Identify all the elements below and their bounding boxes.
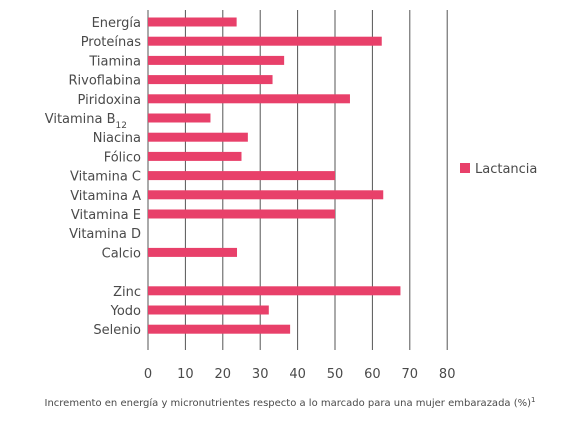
category-label: Tiamina	[88, 54, 141, 69]
category-label: Vitamina A	[70, 189, 141, 204]
bar	[148, 36, 382, 46]
x-tick-label: 60	[364, 367, 381, 382]
bar	[148, 324, 291, 334]
bars	[148, 17, 401, 334]
bar	[148, 55, 285, 65]
category-label: Selenio	[93, 323, 141, 338]
category-label: Vitamina C	[70, 170, 141, 185]
x-tick-labels: 0 10 20 30 40 50 60 70 80	[144, 367, 456, 382]
category-label: Piridoxina	[78, 93, 141, 108]
bar	[148, 94, 350, 104]
category-label: Vitamina E	[71, 208, 141, 223]
bar	[148, 171, 335, 181]
category-label: Calcio	[102, 246, 141, 261]
bar	[148, 113, 211, 123]
legend: Lactancia	[460, 162, 537, 177]
category-label: Yodo	[110, 304, 141, 319]
bar	[148, 151, 242, 161]
category-label: Energía	[92, 16, 141, 31]
x-axis-label: Incremento en energía y micronutrientes …	[45, 396, 536, 409]
x-tick-label: 30	[252, 367, 269, 382]
x-tick-label: 70	[402, 367, 419, 382]
category-label: Niacina	[93, 131, 141, 146]
x-tick-label: 50	[327, 367, 344, 382]
x-tick-label: 80	[439, 367, 456, 382]
category-subscript: 12	[116, 121, 127, 131]
category-label: Fólico	[104, 150, 141, 165]
category-label: Vitamina D	[69, 227, 141, 242]
x-tick-label: 0	[144, 367, 152, 382]
bar	[148, 17, 237, 27]
category-label: Zinc	[113, 285, 141, 300]
x-tick-label: 40	[289, 367, 306, 382]
x-tick-label: 10	[177, 367, 194, 382]
bar	[148, 286, 401, 296]
legend-swatch	[460, 163, 470, 173]
category-label: Proteínas	[81, 35, 142, 50]
category-label: Vitamina B12	[45, 112, 127, 131]
category-label: Rivoflabina	[68, 74, 141, 89]
bar	[148, 305, 269, 315]
bar	[148, 209, 335, 219]
bar	[148, 247, 238, 257]
category-labels: Energía Proteínas Tiamina Rivoflabina Pirido…	[45, 16, 142, 338]
bar	[148, 75, 273, 85]
legend-label: Lactancia	[475, 162, 537, 177]
x-tick-label: 20	[215, 367, 232, 382]
bar	[148, 190, 384, 200]
bar	[148, 132, 248, 142]
